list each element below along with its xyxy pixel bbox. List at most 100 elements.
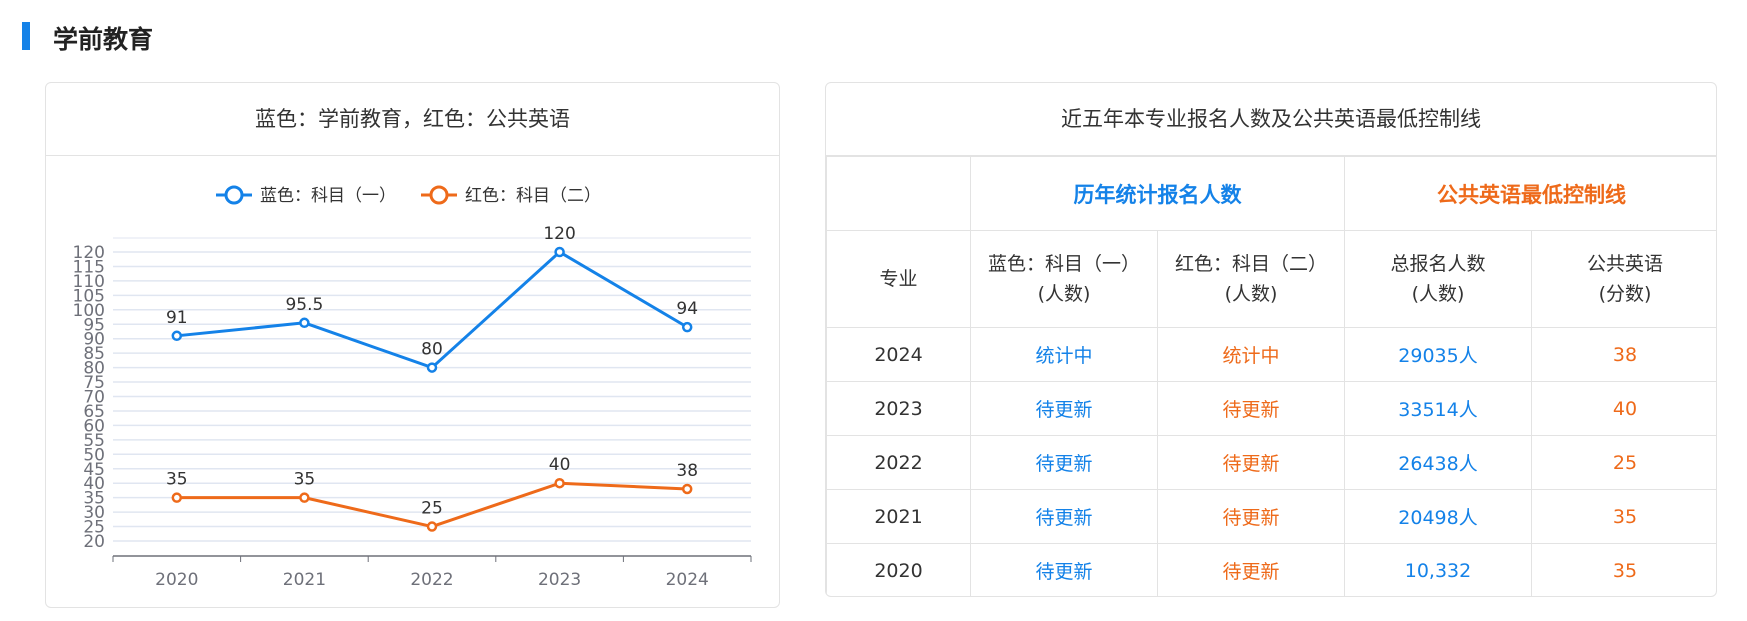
legend-label: 红色：科目（二） [465,186,601,206]
legend-label: 蓝色：科目（一） [260,186,396,206]
table-cell: 2023 [826,381,971,436]
table-row: 2021 待更新 待更新 20498人 35 [826,489,1716,544]
table-cell: 待更新 [970,381,1158,436]
column-header: 专业 [826,230,971,328]
data-point [681,321,693,333]
column-header: 红色：科目（二） (人数) [1157,230,1345,328]
column-header: 总报名人数 (人数) [1344,230,1532,328]
y-tick-label: 80 [83,359,105,379]
legend-marker-icon [224,185,244,205]
table-cell: 29035人 [1344,327,1532,382]
y-tick-label: 85 [83,344,105,364]
data-point [299,317,310,329]
table-cell: 待更新 [1157,435,1345,490]
table-cell: 35 [1531,489,1716,544]
table-cell: 25 [1531,435,1716,490]
y-tick-label: 120 [73,243,105,263]
table-cell: 10,332 [1344,543,1532,596]
column-header: 蓝色：科目（一） (人数) [970,230,1158,328]
table-cell: 2021 [826,489,971,544]
column-header: 公共英语 (分数) [1531,230,1716,328]
x-tick-label: 2024 [666,570,709,590]
y-tick-label: 60 [83,416,105,436]
data-label: 120 [543,224,575,244]
column-header-line: 专业 [879,267,918,290]
chart-card-title: 蓝色：学前教育，红色：公共英语 [46,83,779,156]
group-header-row: 历年统计报名人数 公共英语最低控制线 [826,156,1716,231]
y-tick-label: 25 [83,518,105,538]
y-tick-label: 20 [83,532,105,552]
x-tick-label: 2021 [283,570,326,590]
y-tick-label: 40 [83,474,105,494]
data-point [426,521,438,532]
table-cell: 统计中 [970,327,1158,382]
y-tick-label: 70 [83,388,105,408]
table-row: 2023 待更新 待更新 33514人 40 [826,381,1716,436]
column-header-line: 红色：科目（二） [1174,252,1327,275]
column-header-line: 蓝色：科目（一） [987,252,1140,275]
y-tick-label: 105 [73,286,105,306]
y-tick-label: 115 [73,257,105,277]
data-point [554,477,565,489]
y-tick-label: 30 [83,503,105,523]
column-header-row: 专业 蓝色：科目（一） (人数) 红色：科目（二） (人数) 总报名人数 (人数) 公共英语 (… [826,230,1716,328]
data-point [171,492,183,503]
x-tick-label: 2022 [410,570,453,590]
group-header-orange: 公共英语最低控制线 [1344,156,1716,231]
data-point [171,330,183,342]
table-cell: 待更新 [970,435,1158,490]
data-label: 95.5 [285,295,323,315]
table-cell: 2024 [826,327,971,382]
data-label: 91 [166,308,188,328]
table-cell: 统计中 [1157,327,1345,382]
data-label: 35 [166,470,188,490]
y-tick-label: 55 [83,431,105,451]
y-tick-label: 35 [83,489,105,509]
data-point [554,246,565,258]
y-tick-label: 50 [83,445,105,465]
table-card: 近五年本专业报名人数及公共英语最低控制线 历年统计报名人数 公共英语最低控制线 … [825,82,1717,597]
data-label: 94 [676,299,698,319]
data-point [299,492,310,503]
data-label: 80 [421,340,443,360]
x-tick-label: 2023 [538,570,581,590]
legend-marker-icon [429,185,449,205]
data-point [426,362,438,373]
y-tick-label: 100 [73,301,105,321]
section-title: 学前教育 [53,25,154,54]
table-cell: 26438人 [1344,435,1532,490]
column-header-line: 总报名人数 [1390,252,1486,275]
table-row: 2020 待更新 待更新 10,332 35 [826,543,1716,596]
section-accent-bar [22,22,30,50]
table-cell: 2022 [826,435,971,490]
data-table: 历年统计报名人数 公共英语最低控制线 专业 蓝色：科目（一） (人数) 红色：科目（二… [826,156,1716,596]
data-label: 35 [294,470,316,490]
table-cell: 40 [1531,381,1716,436]
table-cell: 2020 [826,543,971,596]
table-cell: 待更新 [970,489,1158,544]
y-tick-label: 65 [83,402,105,422]
table-cell: 待更新 [1157,489,1345,544]
table-cell: 待更新 [970,543,1158,596]
table-cell: 20498人 [1344,489,1532,544]
group-header-blue: 历年统计报名人数 [970,156,1345,231]
column-header-line: 公共英语 [1586,252,1663,275]
empty-header-cell [826,156,971,231]
table-cell: 待更新 [1157,381,1345,436]
table-cell: 待更新 [1157,543,1345,596]
data-label: 25 [421,499,443,519]
table-row: 2024 统计中 统计中 29035人 38 [826,327,1716,382]
table-cell: 35 [1531,543,1716,596]
y-tick-label: 45 [83,460,105,480]
data-label: 40 [549,455,571,475]
table-card-title: 近五年本专业报名人数及公共英语最低控制线 [826,83,1716,156]
line-chart: 2025303540455055606570758085909510010511… [73,185,752,590]
x-tick-label: 2020 [155,570,198,590]
y-tick-label: 110 [73,272,105,292]
table-cell: 38 [1531,327,1716,382]
column-header-line: (人数) [1224,283,1278,305]
column-header-line: (分数) [1598,283,1652,305]
chart-card: 蓝色：学前教育，红色：公共英语 20 25 30 35 40 45 50 55 60 65 70 75… [45,82,780,608]
table-cell: 33514人 [1344,381,1532,436]
table-row: 2022 待更新 待更新 26438人 25 [826,435,1716,490]
